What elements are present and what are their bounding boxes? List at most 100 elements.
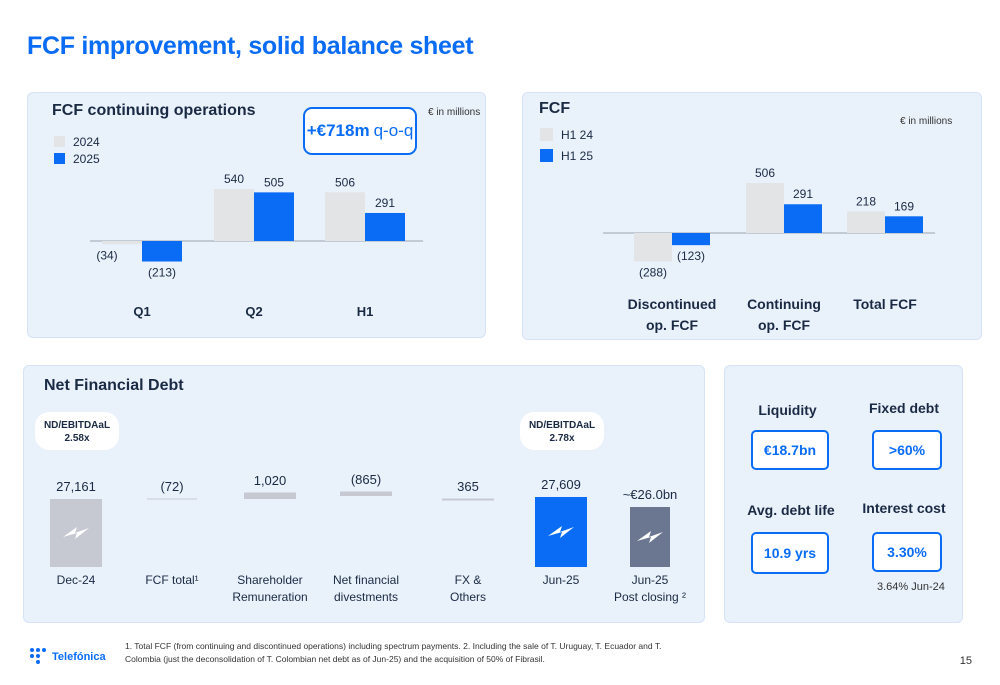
page-number: 15 <box>959 655 972 667</box>
legend-label-2024: 2024 <box>73 134 100 149</box>
data-label: 218 <box>856 194 876 208</box>
bar-4 <box>442 499 494 501</box>
ratio-label: ND/EBITDAaL <box>528 420 596 431</box>
data-label: 169 <box>894 199 914 213</box>
category-label: Shareholder <box>237 573 302 587</box>
data-label: (34) <box>96 248 117 262</box>
leverage-ratio-jun: ND/EBITDAaL 2.78x <box>520 412 604 450</box>
bar-h1-24-0 <box>634 233 672 262</box>
data-label: 540 <box>224 172 244 186</box>
fcf-chart: (288) (123) Discontinued op. FCF 506 291 Conti… <box>603 166 935 333</box>
liquidity-label: Liquidity <box>758 402 817 418</box>
panel-title: FCF continuing operations <box>52 102 256 119</box>
data-label: (72) <box>160 479 183 494</box>
data-label: 291 <box>375 196 395 210</box>
data-label: 1,020 <box>254 473 287 488</box>
unit-note: € in millions <box>428 107 481 118</box>
category-label: Continuing <box>747 296 821 312</box>
category-label: Post closing ² <box>614 590 686 604</box>
category-label: divestments <box>334 590 398 604</box>
data-label: 291 <box>793 187 813 201</box>
legend-label-h1-24: H1 24 <box>561 127 594 142</box>
axis-break-icon <box>548 526 574 538</box>
leverage-ratio-dec: ND/EBITDAaL 2.58x <box>35 412 119 450</box>
bar-2025-2 <box>365 212 405 241</box>
axis-break-icon <box>637 531 663 543</box>
ratio-label: ND/EBITDAaL <box>43 420 111 431</box>
bar-2025-1 <box>254 192 294 241</box>
fcf-continuing-panel: FCF continuing operations € in millions … <box>27 92 486 338</box>
bar-h1-24-2 <box>847 211 885 233</box>
data-label: 506 <box>755 166 775 180</box>
kpi-panel: Liquidity €18.7bn Fixed debt >60% Avg. d… <box>724 365 963 623</box>
bar-2024-1 <box>214 188 254 241</box>
category-label: FCF total¹ <box>145 573 198 587</box>
panel-title: FCF <box>539 100 571 117</box>
category-label: Jun-25 <box>632 573 669 587</box>
bar-2025-0 <box>142 241 182 262</box>
data-label: 365 <box>457 479 479 494</box>
qoq-badge-suffix: q-o-q <box>373 121 414 140</box>
data-label: (123) <box>677 249 705 263</box>
data-label: 506 <box>335 175 355 189</box>
category-label: Others <box>450 590 486 604</box>
avg-debt-life-value: 10.9 yrs <box>751 532 829 574</box>
category-label: Dec-24 <box>57 573 96 587</box>
category-label: op. FCF <box>646 317 699 333</box>
category-label: Q1 <box>133 304 150 319</box>
bar-h1-24-1 <box>746 183 784 233</box>
logo-dots-icon <box>30 648 46 664</box>
category-label: Net financial <box>333 573 399 587</box>
bar-2024-0 <box>102 241 142 245</box>
data-label: (288) <box>639 265 667 279</box>
bar-h1-25-1 <box>784 204 822 233</box>
footnote: 1. Total FCF (from continuing and discon… <box>125 641 662 664</box>
fcf-continuing-chart: (34) (213) Q1 540 505 Q2 506 291 H1 <box>90 172 423 319</box>
data-label: 505 <box>264 175 284 189</box>
data-label: (213) <box>148 266 176 280</box>
category-label: FX & <box>455 573 482 587</box>
telefonica-logo: Telefónica <box>28 647 106 667</box>
data-label: ~€26.0bn <box>623 487 678 502</box>
legend-swatch-h1-25 <box>540 149 553 162</box>
net-debt-chart: 27,161 Dec-24 (72) FCF total¹ 1,020 Sharehold… <box>50 472 686 604</box>
chart-legend: H1 24 H1 25 <box>540 124 593 166</box>
panel-title: Net Financial Debt <box>44 377 184 394</box>
unit-note: € in millions <box>900 116 953 127</box>
interest-cost-value: 3.30% <box>872 532 942 572</box>
legend-swatch-h1-24 <box>540 128 553 141</box>
category-label: Jun-25 <box>543 573 580 587</box>
bar-h1-25-0 <box>672 233 710 246</box>
ratio-value: 2.58x <box>64 433 90 444</box>
qoq-badge-value: +€718m <box>306 121 370 140</box>
fixed-debt-value: >60% <box>872 430 942 470</box>
qoq-badge: +€718m q-o-q <box>303 107 417 155</box>
axis-break-icon <box>63 527 89 539</box>
chart-legend: 2024 2025 <box>54 133 100 167</box>
data-label: 27,609 <box>541 477 581 492</box>
category-label: Total FCF <box>853 296 917 312</box>
bar-2024-2 <box>325 192 365 241</box>
data-label: (865) <box>351 472 381 487</box>
fcf-panel: FCF € in millions H1 24 H1 25 (288) (123)… <box>522 92 982 340</box>
interest-cost-label: Interest cost <box>862 500 946 516</box>
category-label: Q2 <box>245 304 262 319</box>
bar-3 <box>340 492 392 496</box>
logo-text: Telefónica <box>52 651 106 663</box>
category-label: Discontinued <box>628 296 717 312</box>
category-label: H1 <box>357 304 374 319</box>
avg-debt-life-label: Avg. debt life <box>747 502 835 518</box>
interest-cost-note: 3.64% Jun-24 <box>877 581 945 593</box>
data-label: 27,161 <box>56 479 96 494</box>
legend-label-2025: 2025 <box>73 151 100 166</box>
category-label: Remuneration <box>232 590 307 604</box>
legend-swatch-2025 <box>54 153 65 164</box>
legend-label-h1-25: H1 25 <box>561 148 594 163</box>
page-title: FCF improvement, solid balance sheet <box>27 32 474 60</box>
bar-h1-25-2 <box>885 216 923 233</box>
fixed-debt-label: Fixed debt <box>868 400 939 416</box>
net-debt-panel: Net Financial Debt ND/EBITDAaL 2.58x ND/… <box>23 365 705 623</box>
legend-swatch-2024 <box>54 136 65 147</box>
ratio-value: 2.78x <box>549 433 575 444</box>
category-label: op. FCF <box>758 317 811 333</box>
